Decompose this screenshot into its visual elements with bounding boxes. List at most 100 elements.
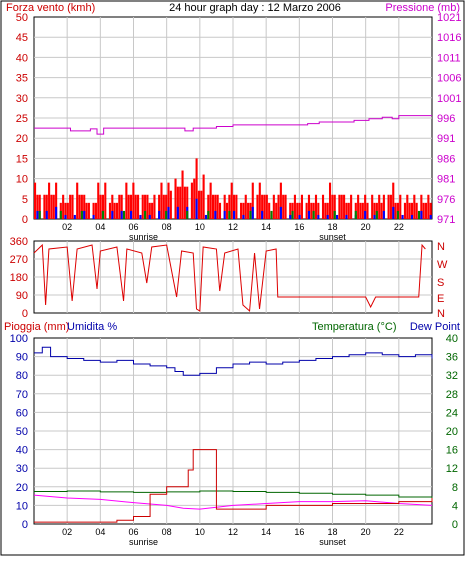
y-tick-label: 45 [16,32,28,44]
y2-tick-label: 1016 [437,32,461,44]
x-tick-label: 22 [394,527,404,537]
wind-avg-bar [186,210,189,219]
wind-gust-bar [111,210,114,219]
y-tick-label: 35 [16,73,28,85]
wind-gust-bar [429,214,432,219]
y2-tick-label: 12 [446,463,458,475]
y-tick-label: 100 [10,333,28,345]
wind-avg-bar [249,210,252,219]
x-tick-label: 02 [62,527,72,537]
wind-speed-bar [284,194,287,219]
x-tick-label: 14 [261,222,271,232]
x-tick-label: 18 [327,527,337,537]
wind-speed-bar [151,202,154,219]
wind-gust-bar [223,210,226,219]
y2-tick-label: 8 [452,482,458,494]
wind-speed-bar [85,202,88,219]
wind-gust-bar [92,214,95,219]
wind-avg-bar [59,210,62,219]
wind-speed-bar [261,194,264,219]
y-tick-label: 10 [16,500,28,512]
wind-speed-bar [108,202,112,219]
wind-speed-bar [279,182,282,219]
y2-tick-label: 0 [452,519,458,531]
wind-speed-bar [101,194,105,219]
wind-speed-bar [251,182,254,219]
wind-gust-bar [148,214,151,219]
wind-avg-bar [270,210,273,219]
y2-tick-label: 1001 [437,93,461,105]
y-tick-label: 50 [16,426,28,438]
wind-gust-bar [158,210,161,219]
wind-gust-bar [55,206,58,219]
wind-speed-bar [115,202,119,219]
wind-gust-bar [420,210,423,219]
y2-tick-label: 36 [446,352,458,364]
wind-speed-bar [99,194,102,219]
wind-speed-bar [408,202,411,219]
wind-speed-bar [326,202,329,219]
x-tick-label: 06 [128,527,138,537]
panel-humidity-x-ticks: 02 04 06 08 10 12 14 16 18 20 22 [62,527,404,537]
wind-speed-bar [424,202,428,219]
x-tick-label: 06 [128,222,138,232]
y-tick-label: 30 [16,463,28,475]
wind-speed-bar [324,202,327,219]
wind-speed-bar [415,202,418,219]
wind-speed-bar [169,190,172,219]
wind-avg-bar [375,210,378,219]
y-tick-label: 40 [16,52,28,64]
y2-tick-label: 28 [446,389,458,401]
wind-speed-bar [69,194,72,219]
wind-speed-bar [382,194,385,219]
wind-speed-bar [321,194,325,219]
wind-speed-bar [43,194,46,219]
wind-speed-bar [137,194,140,219]
panel-wind-marks [34,115,432,219]
x-tick-label: 18 [327,222,337,232]
wind-gust-bar [336,214,339,219]
wind-speed-bar [148,202,151,219]
wind-speed-bar [357,194,360,219]
wind-speed-bar [282,194,285,219]
wind-speed-bar [94,202,97,219]
pressure-line [34,115,432,135]
y2-tick-label: 40 [446,333,458,345]
wind-speed-bar [34,182,37,219]
y-tick-label: 15 [16,153,28,165]
wind-speed-bar [186,186,189,219]
wind-speed-bar [343,194,346,219]
compass-n-top: N [437,241,445,253]
wind-gust-bar [167,206,170,219]
wind-speed-bar [310,202,313,219]
wind-speed-bar [55,182,58,219]
wind-speed-bar [132,182,135,219]
wind-speed-bar [111,194,114,219]
y-tick-label: 270 [10,254,28,266]
wind-speed-bar [134,194,137,219]
wind-gust-bar [326,214,329,219]
wind-speed-bar [258,182,261,219]
wind-axis-title: Forza vento (kmh) [6,2,95,14]
panel-wind-x-ticks: 02 04 06 08 10 12 14 16 18 20 22 [62,222,404,232]
y-tick-label: 360 [10,236,28,248]
wind-speed-bar [345,202,348,219]
wind-speed-bar [218,202,222,219]
y2-tick-label: 981 [437,174,455,186]
wind-speed-bar [83,194,86,219]
sunset-label-top: sunset [319,232,346,242]
y-tick-label: 40 [16,445,28,457]
wind-speed-bar [223,194,226,219]
wind-speed-bar [87,202,90,219]
y2-tick-label: 16 [446,445,458,457]
wind-speed-bar [158,194,161,219]
wind-speed-bar [216,194,219,219]
y2-tick-label: 32 [446,370,458,382]
y2-tick-label: 20 [446,426,458,438]
wind-avg-bar [122,210,126,219]
wind-gust-bar [214,210,217,219]
wind-gust-bar [307,210,311,219]
wind-speed-bar [233,194,236,219]
wind-speed-bar [193,178,196,219]
x-tick-label: 16 [294,527,304,537]
